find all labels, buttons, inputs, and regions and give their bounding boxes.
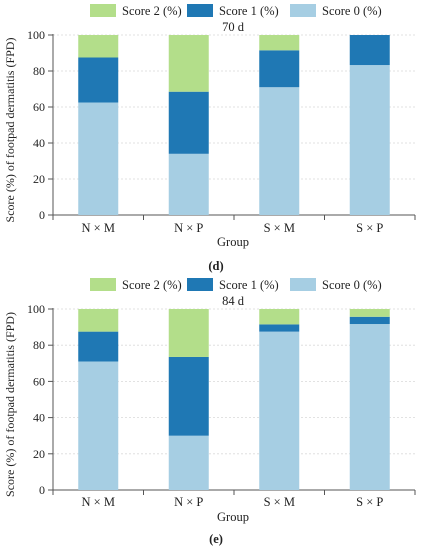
- bar-segment: [78, 57, 119, 103]
- bar-segment: [168, 153, 209, 215]
- y-tick-label: 60: [33, 100, 45, 114]
- bar-segment: [259, 35, 300, 51]
- bar-segment: [259, 331, 300, 490]
- y-tick-label: 20: [33, 447, 45, 461]
- bar-segment: [78, 361, 119, 490]
- legend-label: Score 2 (%): [122, 4, 182, 18]
- bar-segment: [259, 50, 300, 88]
- x-tick-label: S × M: [264, 221, 295, 235]
- y-axis-label: Score (%) of footpad dermatitis (FPD): [3, 38, 17, 223]
- x-tick-label: S × P: [356, 495, 383, 509]
- y-tick-label: 80: [33, 338, 45, 352]
- x-tick-label: N × P: [174, 495, 203, 509]
- x-tick-label: S × M: [264, 495, 295, 509]
- legend-label: Score 1 (%): [219, 4, 279, 18]
- bar-segment: [78, 35, 119, 58]
- legend-label: Score 0 (%): [322, 4, 382, 18]
- chart-title: 84 d: [222, 294, 245, 308]
- bar-segment: [259, 309, 300, 325]
- bar-segment: [259, 324, 300, 332]
- y-tick-label: 40: [33, 136, 45, 150]
- bar-segment: [168, 35, 209, 92]
- legend-swatch: [290, 4, 316, 17]
- y-tick-label: 60: [33, 374, 45, 388]
- legend-label: Score 0 (%): [322, 278, 382, 292]
- y-tick-label: 0: [39, 483, 45, 497]
- bar-segment: [259, 87, 300, 215]
- y-tick-label: 80: [33, 64, 45, 78]
- y-tick-label: 20: [33, 172, 45, 186]
- y-tick-label: 100: [27, 302, 45, 316]
- bar-segment: [349, 324, 390, 490]
- y-tick-label: 0: [39, 208, 45, 222]
- panel-label: (e): [209, 532, 223, 546]
- y-tick-label: 40: [33, 411, 45, 425]
- bar-segment: [78, 331, 119, 362]
- bar-segment: [349, 65, 390, 215]
- x-tick-label: N × M: [82, 495, 115, 509]
- bar-segment: [78, 309, 119, 332]
- panel-label: (d): [208, 259, 223, 273]
- bar-segment: [349, 316, 390, 325]
- y-axis-label: Score (%) of footpad dermatitis (FPD): [3, 312, 17, 497]
- legend-swatch: [187, 278, 213, 291]
- bar-segment: [168, 309, 209, 357]
- bar-segment: [349, 309, 390, 317]
- legend-label: Score 2 (%): [122, 278, 182, 292]
- bar-segment: [168, 435, 209, 490]
- y-tick-label: 100: [27, 28, 45, 42]
- legend-swatch: [90, 278, 116, 291]
- bar-segment: [168, 356, 209, 436]
- x-tick-label: N × M: [82, 221, 115, 235]
- bar-segment: [78, 102, 119, 215]
- chart-title: 70 d: [222, 20, 245, 34]
- bar-segment: [168, 91, 209, 154]
- bar-segment: [349, 35, 390, 66]
- x-tick-label: N × P: [174, 221, 203, 235]
- chart-panel-e: Score 2 (%) Score 1 (%) Score 0 (%) 84 d 0 20…: [3, 278, 416, 546]
- chart-panel-d: Score 2 (%) Score 1 (%) Score 0 (%) 70 d 0 20…: [3, 4, 416, 273]
- x-axis-label: Group: [217, 235, 249, 249]
- x-tick-label: S × P: [356, 221, 383, 235]
- legend-swatch: [187, 4, 213, 17]
- legend-swatch: [90, 4, 116, 17]
- legend-swatch: [290, 278, 316, 291]
- x-axis-label: Group: [217, 510, 249, 524]
- legend-label: Score 1 (%): [219, 278, 279, 292]
